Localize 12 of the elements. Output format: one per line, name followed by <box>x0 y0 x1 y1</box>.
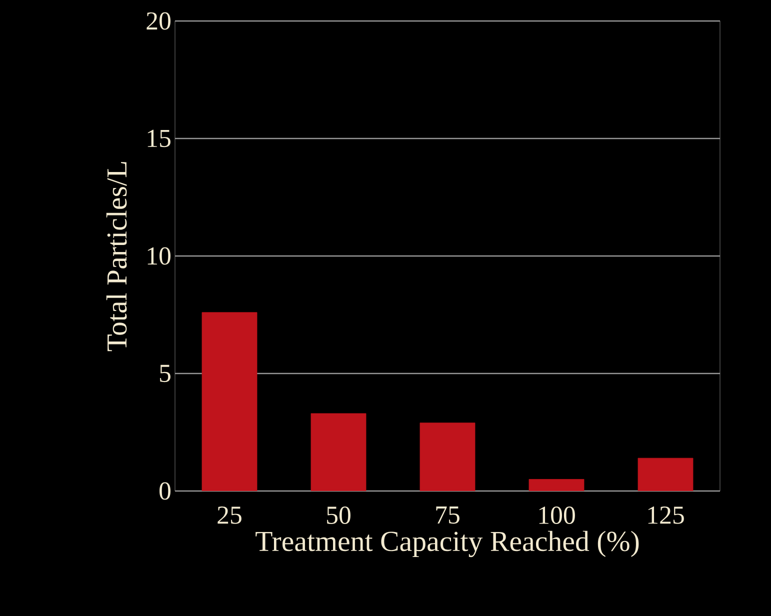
y-tick-label: 10 <box>148 247 170 265</box>
x-tick-label: 125 <box>648 506 684 524</box>
x-axis-title: Treatment Capacity Reached (%) <box>256 530 639 558</box>
y-axis-title: Total Particles/L <box>106 162 127 352</box>
y-tick-label: 5 <box>160 364 170 382</box>
y-tick-label: 15 <box>148 130 170 148</box>
x-tick-label: 25 <box>218 506 242 524</box>
x-tick-label: 100 <box>539 506 575 524</box>
x-tick-label: 50 <box>327 506 350 524</box>
x-tick-label: 75 <box>436 506 460 524</box>
y-tick-label: 0 <box>160 482 170 500</box>
y-tick-label: 20 <box>146 12 170 30</box>
